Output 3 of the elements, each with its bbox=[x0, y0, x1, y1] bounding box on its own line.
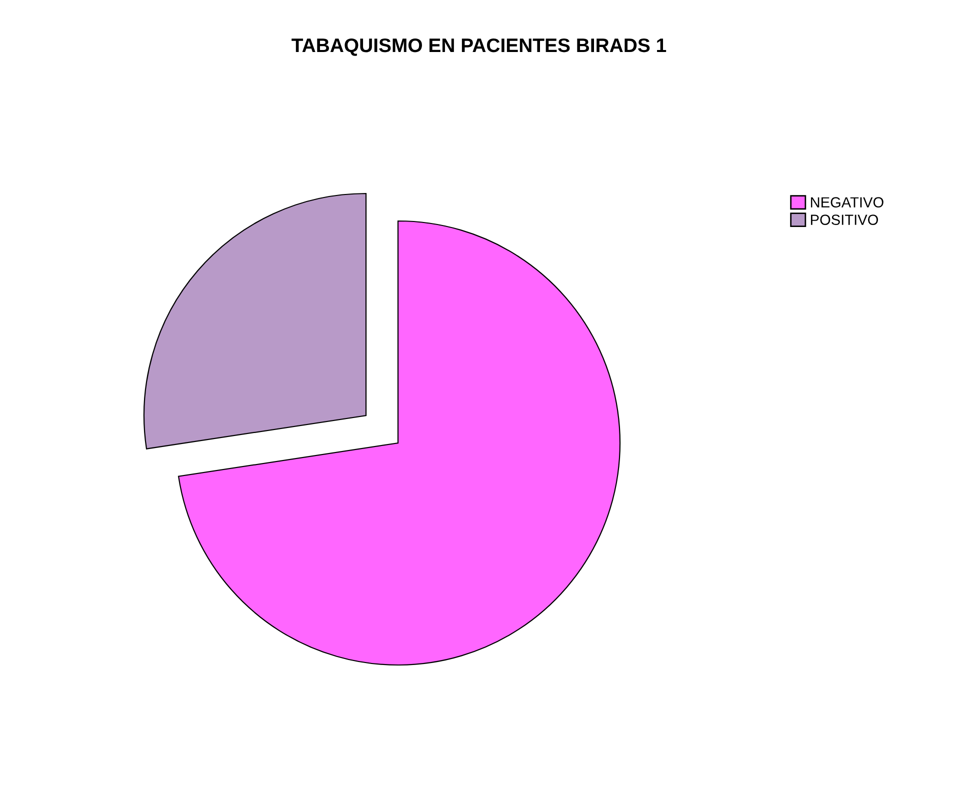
legend-label: NEGATIVO bbox=[810, 197, 884, 208]
legend-label: POSITIVO bbox=[810, 214, 878, 225]
chart-title: TABAQUISMO EN PACIENTES BIRADS 1 bbox=[292, 38, 666, 56]
